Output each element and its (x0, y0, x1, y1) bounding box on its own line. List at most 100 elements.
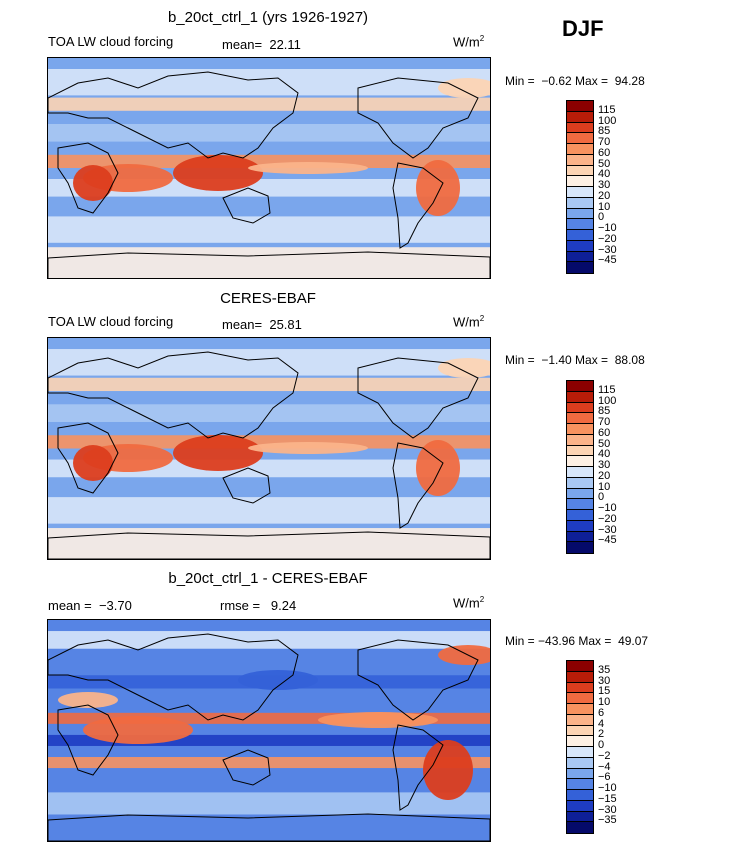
colorbar-swatch (567, 165, 593, 177)
colorbar-label: 15 (598, 685, 611, 698)
panel-2-colorbar-labels: 115 100 85 70 60 50 40 30 20 10 0 −10 −20 −30 −45 (598, 380, 638, 552)
colorbar-label: 30 (598, 674, 611, 687)
panel-3-min-max: Min = −43.96 Max = 49.07 (505, 634, 649, 648)
colorbar-label: 0 (598, 739, 605, 751)
colorbar-swatch (567, 811, 593, 823)
colorbar-swatch (567, 391, 593, 403)
colorbar-label: −2 (598, 749, 611, 762)
panel-3-rmse: rmse = 9.24 (220, 598, 297, 613)
colorbar-swatch (567, 693, 593, 704)
colorbar-label: 50 (598, 437, 611, 450)
colorbar-label: 10 (598, 696, 611, 708)
colorbar-swatch (567, 477, 593, 489)
colorbar-swatch (567, 434, 593, 446)
colorbar-label: −45 (598, 254, 617, 267)
colorbar-label: −20 (598, 232, 617, 245)
colorbar-swatch (567, 424, 593, 435)
colorbar-swatch (567, 542, 593, 553)
colorbar-swatch (567, 413, 593, 424)
colorbar-swatch (567, 122, 593, 134)
colorbar-label: −45 (598, 534, 617, 547)
panel-1-units: W/m2 (453, 34, 485, 50)
colorbar-label: −10 (598, 502, 617, 514)
colorbar-swatch (567, 197, 593, 209)
colorbar-swatch (567, 230, 593, 241)
colorbar-label: 0 (598, 491, 605, 504)
colorbar-label: 70 (598, 416, 611, 428)
colorbar-swatch (567, 510, 593, 521)
colorbar-swatch (567, 822, 593, 833)
season-label: DJF (562, 16, 604, 41)
colorbar-label: 30 (598, 179, 611, 191)
colorbar-swatch (567, 251, 593, 263)
colorbar-swatch (567, 488, 593, 500)
colorbar-swatch (567, 779, 593, 790)
colorbar-swatch (567, 381, 593, 392)
colorbar-swatch (567, 467, 593, 478)
colorbar-swatch (567, 219, 593, 230)
colorbar-label: 85 (598, 405, 611, 418)
colorbar-label: 2 (598, 728, 605, 741)
panel-3-colorbar-labels: 35 30 15 10 6 4 2 0 −2 −4 −6 −10 −15 −30 −35 (598, 660, 638, 832)
colorbar-swatch (567, 682, 593, 694)
colorbar-label: −10 (598, 782, 617, 794)
colorbar-swatch (567, 800, 593, 812)
panel-1-title: b_20ct_ctrl_1 (yrs 1926-1927) (167, 9, 369, 26)
panel-2-mean: mean= 25.81 (222, 317, 302, 332)
colorbar-swatch (567, 101, 593, 112)
colorbar-swatch (567, 790, 593, 801)
panel-2-map (47, 337, 491, 560)
colorbar-label: −15 (598, 792, 617, 805)
colorbar-label: 20 (598, 469, 611, 482)
colorbar-swatch (567, 187, 593, 198)
panel-2-colorbar (566, 380, 594, 554)
colorbar-swatch (567, 240, 593, 252)
panel-3-title: b_20ct_ctrl_1 - CERES-EBAF (168, 570, 368, 587)
colorbar-label: 35 (598, 663, 611, 676)
colorbar-swatch (567, 757, 593, 769)
colorbar-label: 40 (598, 448, 611, 461)
panel-1-mean: mean= 22.11 (222, 37, 301, 52)
panel-2-title: CERES-EBAF (220, 290, 316, 307)
colorbar-swatch (567, 154, 593, 166)
colorbar-swatch (567, 531, 593, 543)
colorbar-label: 30 (598, 459, 611, 471)
colorbar-label: 115 (598, 383, 616, 396)
panel-3-mean: mean = −3.70 (48, 598, 132, 613)
colorbar-swatch (567, 176, 593, 187)
colorbar-label: 4 (598, 717, 605, 730)
panel-3-units: W/m2 (453, 595, 485, 611)
colorbar-label: 70 (598, 136, 611, 148)
colorbar-label: 10 (598, 480, 611, 493)
colorbar-swatch (567, 456, 593, 467)
colorbar-label: 20 (598, 189, 611, 202)
colorbar-swatch (567, 714, 593, 726)
colorbar-label: −6 (598, 771, 611, 784)
panel-2-min-max: Min = −1.40 Max = 88.08 (505, 353, 645, 367)
colorbar-swatch (567, 725, 593, 737)
colorbar-swatch (567, 768, 593, 780)
colorbar-label: 60 (598, 426, 611, 439)
colorbar-label: 6 (598, 706, 605, 719)
colorbar-swatch (567, 445, 593, 457)
colorbar-swatch (567, 520, 593, 532)
colorbar-label: 0 (598, 211, 605, 224)
panel-1-colorbar (566, 100, 594, 274)
panel-1-min-max: Min = −0.62 Max = 94.28 (505, 74, 645, 88)
colorbar-label: 10 (598, 200, 611, 213)
colorbar-label: 100 (598, 394, 617, 407)
colorbar-swatch (567, 671, 593, 683)
panel-1-colorbar-labels: 115 100 85 70 60 50 40 30 20 10 0 −10 −20 −30 −45 (598, 100, 638, 272)
panel-3-colorbar (566, 660, 594, 834)
colorbar-swatch (567, 402, 593, 414)
colorbar-swatch (567, 736, 593, 747)
colorbar-label: −35 (598, 814, 617, 827)
colorbar-swatch (567, 144, 593, 155)
colorbar-label: −4 (598, 760, 611, 773)
panel-1-map (47, 57, 491, 279)
colorbar-label: 85 (598, 125, 611, 138)
colorbar-swatch (567, 704, 593, 715)
colorbar-label: −30 (598, 523, 617, 536)
panel-3-map (47, 619, 491, 842)
panel-2-units: W/m2 (453, 314, 485, 330)
